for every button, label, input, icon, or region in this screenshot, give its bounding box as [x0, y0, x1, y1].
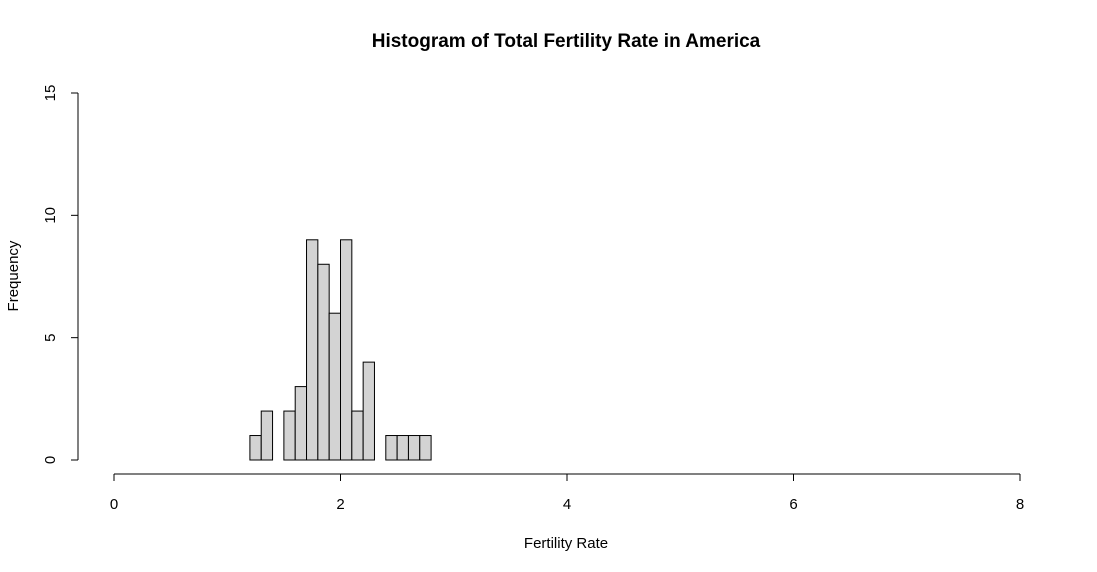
histogram-bar-16: [294, 386, 308, 461]
x-tick-label-1: 2: [336, 496, 344, 513]
histogram-bar-12: [249, 435, 262, 461]
chart-title: Histogram of Total Fertility Rate in Ame…: [372, 31, 761, 52]
histogram-bar-27: [419, 435, 432, 461]
y-tick-label-3: 15: [42, 85, 59, 102]
y-tick-label-2: 10: [42, 207, 59, 224]
y-axis: 0 5 10 15: [42, 85, 79, 464]
histogram-bar-18: [317, 263, 330, 461]
histogram-bar-19: [328, 312, 342, 461]
histogram-bar-13: [260, 410, 274, 461]
histogram-bar-24: [385, 435, 398, 461]
histogram-bar-25: [396, 435, 409, 461]
histogram-bar-21: [351, 410, 364, 461]
x-tick-label-3: 6: [789, 496, 797, 513]
histogram-bar-20: [340, 239, 353, 461]
histogram-bar-26: [407, 435, 421, 461]
x-tick-label-2: 4: [563, 496, 571, 513]
x-axis-label: Fertility Rate: [524, 535, 608, 552]
histogram-bar-22: [362, 361, 375, 461]
y-tick-label-1: 5: [42, 333, 59, 341]
x-tick-label-0: 0: [110, 496, 118, 513]
y-axis-label: Frequency: [5, 240, 22, 311]
histogram-bar-15: [283, 410, 296, 461]
histogram-bar-17: [306, 239, 319, 461]
x-tick-label-4: 8: [1016, 496, 1024, 513]
y-tick-label-0: 0: [42, 456, 59, 464]
x-axis: 0 2 4 6 8: [110, 473, 1024, 513]
bars-group: [249, 239, 432, 461]
